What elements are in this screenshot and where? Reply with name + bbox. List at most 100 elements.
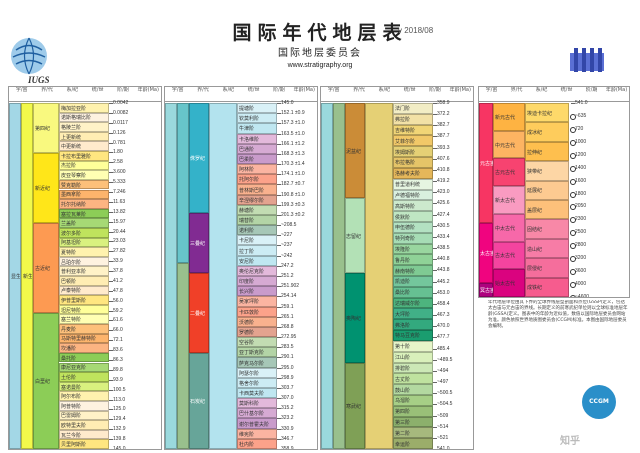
- stage-block: [59, 381, 109, 392]
- age-value-tick: [433, 203, 437, 204]
- stage-block-label: 格陵兰阶: [61, 125, 82, 132]
- stage-block-label: 皮亚琴察阶: [61, 173, 87, 180]
- stage-block-label: 特列奇阶: [395, 236, 416, 243]
- age-value: 419.2: [437, 178, 450, 185]
- age-value-tick: [433, 281, 437, 283]
- stage-block: [393, 340, 433, 352]
- age-value-tick: [277, 235, 281, 236]
- age-value: 265.1: [281, 313, 294, 320]
- age-value-tick: [277, 398, 281, 399]
- age-value-tick: [433, 158, 437, 160]
- gssa-clock-icon: [570, 139, 576, 146]
- column-header: 统/世: [91, 87, 104, 93]
- age-value: 298.9: [281, 374, 294, 381]
- age-value: 358.9: [437, 100, 450, 106]
- stage-block-label: 丹麦阶: [61, 326, 77, 333]
- age-value: 170.3 ±1.4: [281, 161, 305, 168]
- stage-block-label: 巴什基尔阶: [239, 411, 265, 418]
- system-block: [189, 103, 209, 213]
- age-value: 477.7: [437, 334, 450, 341]
- age-value: 166.1 ±1.2: [281, 140, 305, 147]
- age-value-tick: [277, 113, 281, 114]
- stage-block: [59, 372, 109, 382]
- age-value-tick: [433, 415, 437, 417]
- age-value-tick: [433, 225, 437, 227]
- iugs-globe-icon: [11, 37, 47, 75]
- system-block: [189, 213, 209, 273]
- stage-block: [237, 174, 277, 185]
- system-block: [525, 200, 569, 220]
- stage-block-label: 桑比阶: [395, 290, 411, 297]
- age-value: 3600: [575, 268, 587, 275]
- stage-block-label: 吴家坪阶: [239, 299, 260, 306]
- era-block: [493, 213, 525, 242]
- age-value: 132.9: [113, 426, 126, 433]
- age-value-tick: [109, 280, 113, 282]
- gssa-clock-icon: [570, 256, 576, 263]
- age-value-tick: [277, 316, 281, 318]
- age-value: 72.1: [113, 337, 123, 344]
- system-block: [525, 161, 569, 181]
- system-block: [345, 273, 365, 363]
- age-value-tick: [433, 214, 437, 216]
- column-header: 宇/宙: [327, 87, 340, 93]
- age-value: 0.126: [113, 129, 126, 136]
- age-value: 7.246: [113, 188, 126, 195]
- stage-block: [59, 429, 109, 440]
- age-value: 157.3 ±1.0: [281, 120, 305, 127]
- age-value-tick: [433, 136, 437, 137]
- age-value-tick: [433, 404, 437, 405]
- stage-block-label: 巴通阶: [239, 146, 255, 153]
- column-header: 系/纪: [222, 87, 235, 93]
- gssa-clock-icon: [570, 191, 576, 198]
- age-value-tick: [433, 236, 437, 238]
- system-label: 三叠纪: [190, 241, 206, 247]
- age-value-tick: [277, 103, 281, 104]
- age-value: 41.2: [113, 277, 123, 284]
- panel-jurassic-carboniferous: 宇/宙 界/代 系/纪 统/世 阶/期 年龄(Ma) 侏罗纪 三叠纪 二叠纪 石炭纪 提塘阶 钦莫利阶…: [164, 86, 318, 450]
- age-value: 13.82: [113, 208, 126, 215]
- stage-block-label: 塞兰特阶: [61, 317, 82, 324]
- age-value-tick: [109, 419, 113, 420]
- age-value: 323.2: [281, 415, 294, 422]
- age-value: ~504.5: [437, 401, 453, 408]
- stage-block-label: 申伍德阶: [395, 225, 416, 232]
- stage-block-label: 提塘阶: [239, 106, 255, 113]
- stage-block-label: 波尔多阶: [61, 230, 82, 237]
- stage-block-label: 侯默阶: [395, 214, 411, 221]
- age-value: 86.3: [113, 357, 123, 364]
- system-block-label: 拉伸纪: [527, 149, 543, 156]
- age-value: 425.6: [437, 200, 450, 207]
- age-value: 470.0: [437, 323, 450, 330]
- age-value-tick: [433, 426, 437, 428]
- stage-block: [393, 157, 433, 168]
- stage-block-label: 中更新统: [61, 144, 82, 151]
- stage-block: [393, 254, 433, 266]
- stage-block-label: 墨西拿阶: [61, 192, 82, 199]
- stage-block: [59, 324, 109, 334]
- age-value-tick: [277, 326, 281, 328]
- era-block-label: 新生代: [23, 274, 32, 280]
- system-label: 二叠纪: [190, 311, 206, 317]
- stage-block: [237, 194, 277, 205]
- stage-block: [59, 256, 109, 267]
- age-value: 307.0: [281, 395, 294, 402]
- system-block: [345, 103, 365, 198]
- age-value-tick: [433, 303, 437, 305]
- system-label: 古近纪: [35, 266, 51, 272]
- age-value-tick: [277, 123, 281, 124]
- stage-block: [393, 286, 433, 298]
- stage-block-label: 阿普特阶: [61, 403, 82, 410]
- column-header: 系/纪: [66, 87, 79, 93]
- gssa-clock-icon: [570, 152, 576, 159]
- system-block: [33, 103, 59, 153]
- column-header: 界/代: [41, 87, 53, 93]
- system-block-label: 固结纪: [527, 227, 543, 234]
- column-header: 年龄(Ma): [605, 87, 628, 93]
- website-link[interactable]: www.stratigraphy.org: [287, 62, 353, 69]
- age-value-tick: [109, 221, 113, 223]
- age-value: 2050: [575, 203, 587, 210]
- stage-block-label: 长兴阶: [239, 289, 255, 296]
- age-value-tick: [433, 292, 437, 294]
- age-value-tick: [109, 360, 113, 361]
